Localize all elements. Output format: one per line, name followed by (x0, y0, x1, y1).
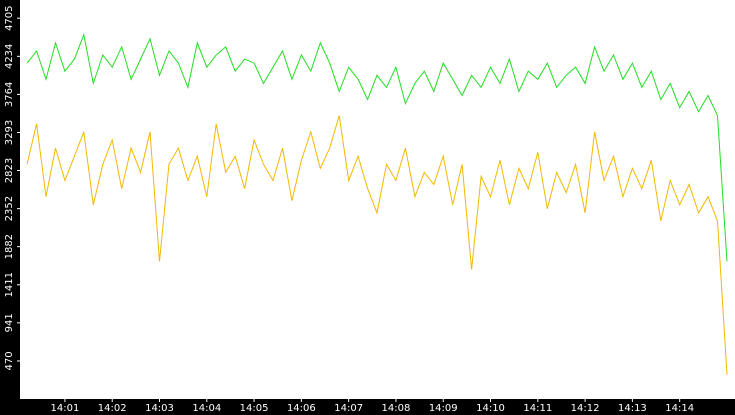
x-tick-label: 14:12 (571, 403, 600, 414)
x-axis-strip (0, 399, 735, 415)
y-tick-label: 2823 (4, 158, 15, 183)
y-tick-label: 941 (4, 313, 15, 332)
series-line (26, 115, 728, 375)
x-tick-label: 14:05 (240, 403, 269, 414)
y-tick-label: 3293 (4, 120, 15, 145)
x-tick-label: 14:09 (429, 403, 458, 414)
x-tick-label: 14:14 (665, 403, 694, 414)
y-tick-label: 4705 (4, 5, 15, 30)
y-axis-strip (0, 0, 20, 415)
x-tick-label: 14:01 (51, 403, 80, 414)
x-tick-label: 14:02 (98, 403, 127, 414)
x-tick-label: 14:07 (334, 403, 363, 414)
y-tick-label: 1882 (4, 234, 15, 259)
y-tick-label: 4234 (4, 44, 15, 69)
y-tick-label: 1411 (4, 272, 15, 297)
y-tick-label: 3764 (4, 82, 15, 107)
x-tick-label: 14:04 (192, 403, 221, 414)
x-tick-label: 14:10 (476, 403, 505, 414)
y-tick-label: 2352 (4, 196, 15, 221)
series-line (26, 33, 728, 262)
x-tick-label: 14:03 (145, 403, 174, 414)
plot-area (20, 0, 735, 399)
x-tick-label: 14:13 (618, 403, 647, 414)
x-tick-label: 14:08 (382, 403, 411, 414)
y-tick-label: 470 (4, 351, 15, 370)
x-tick-label: 14:06 (287, 403, 316, 414)
x-tick-label: 14:11 (523, 403, 552, 414)
